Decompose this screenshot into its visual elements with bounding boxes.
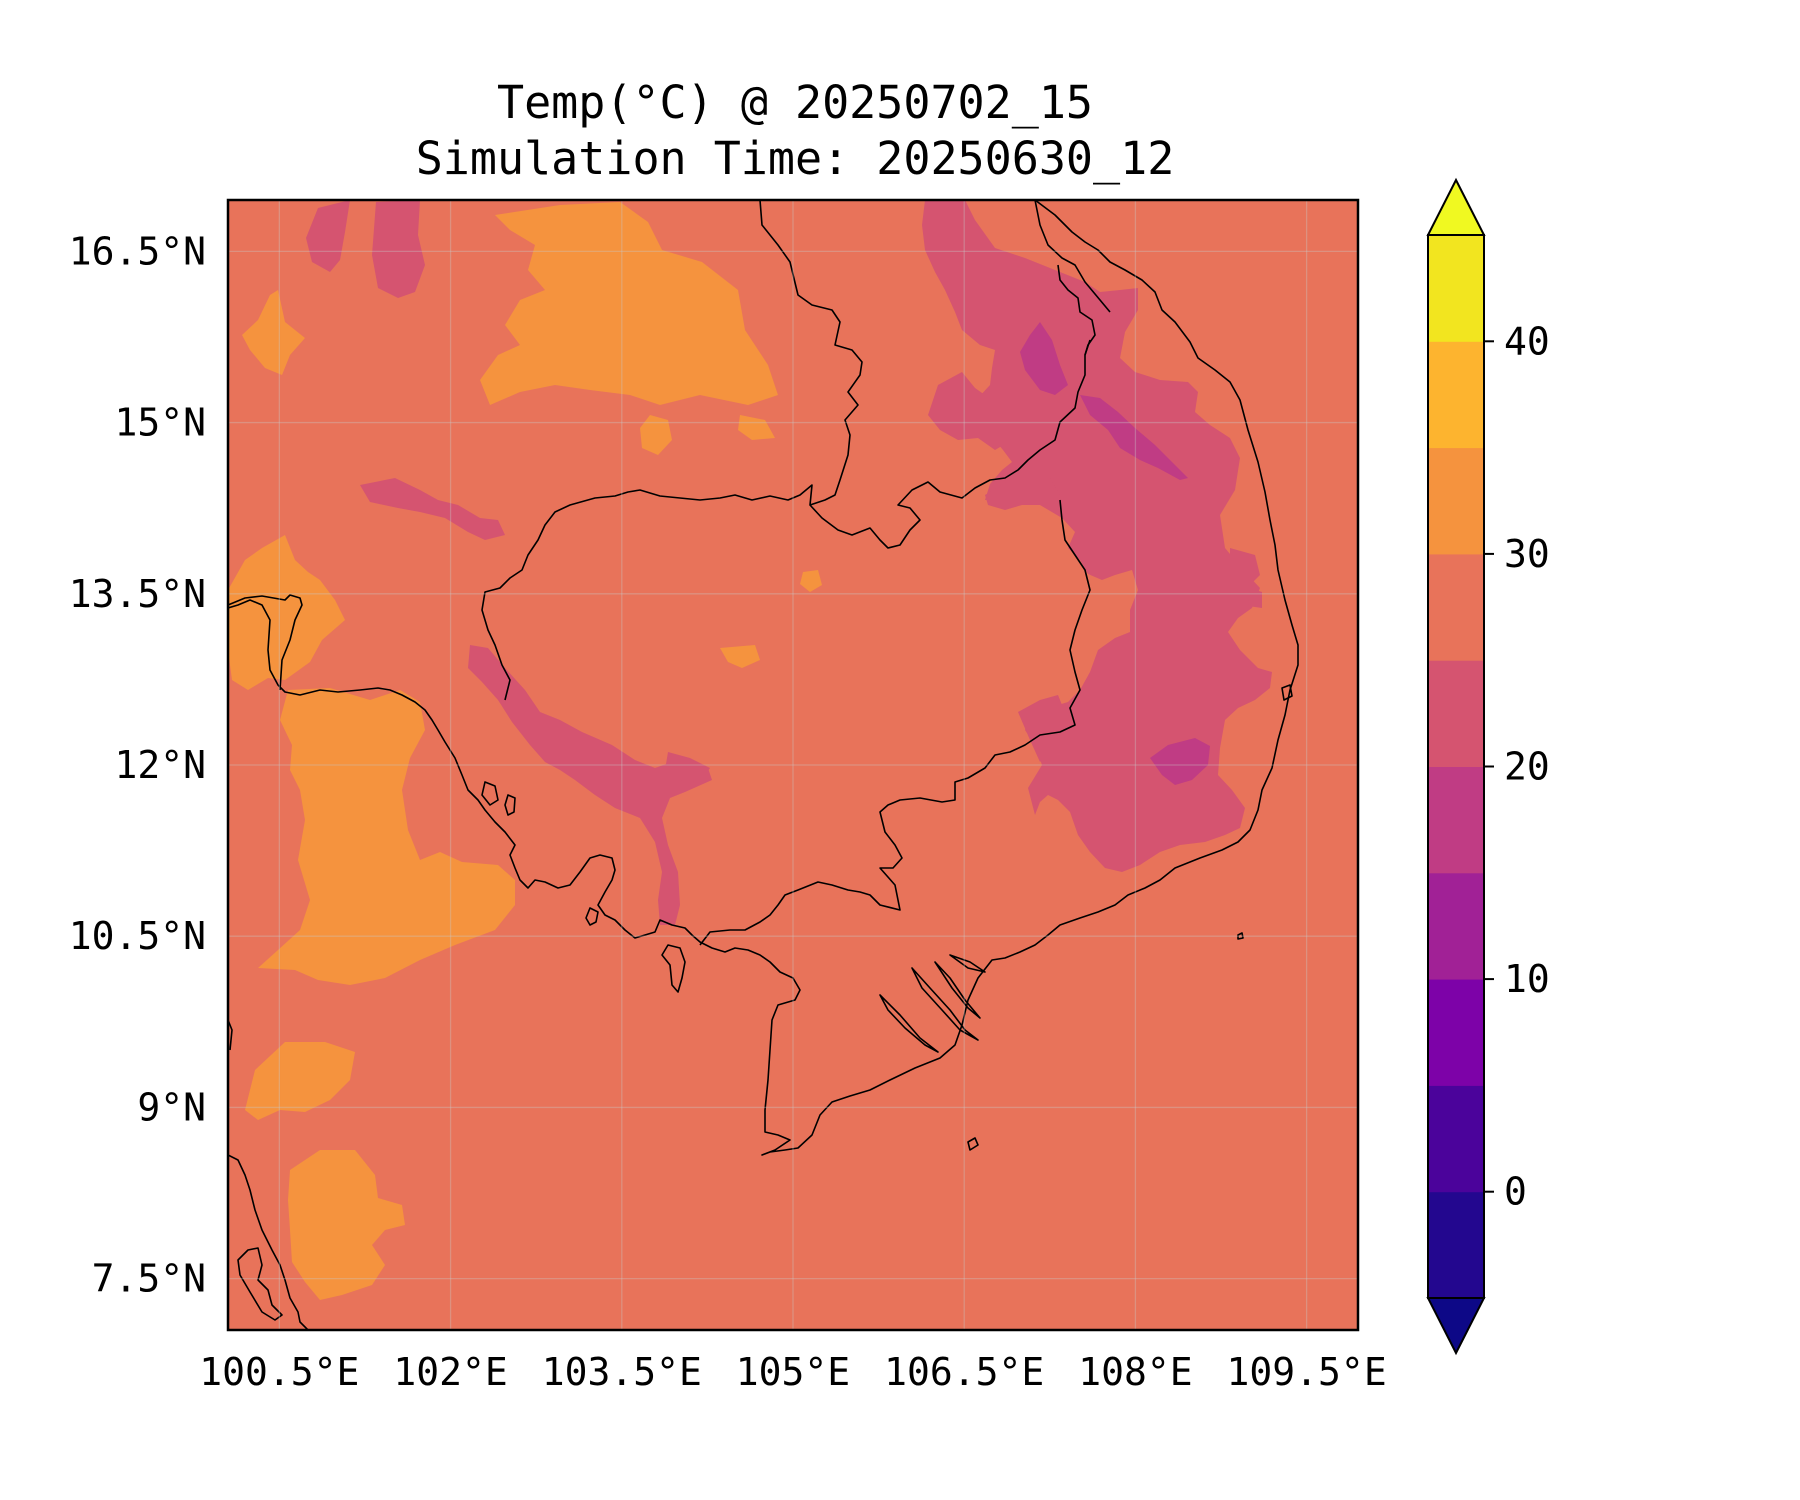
- contour-warm-west-coast: [228, 535, 345, 690]
- contour-warm-patch: [288, 1150, 405, 1300]
- latitude-tick-label: 15°N: [114, 401, 206, 445]
- colorbar-tick-label: 0: [1504, 1170, 1527, 1214]
- coastline: [228, 1019, 233, 1051]
- longitude-tick-label: 105°E: [736, 1350, 850, 1394]
- country-border: [809, 339, 1091, 549]
- contour-cool-northwest: [306, 200, 350, 272]
- contour-warm-northeast-thailand: [480, 202, 778, 405]
- temperature-contours: [228, 200, 1272, 1300]
- coast-island: [237, 1247, 283, 1321]
- map-subtitle: Simulation Time: 20250630_12: [415, 132, 1175, 185]
- longitude-tick-label: 109.5°E: [1227, 1350, 1387, 1394]
- colorbar-extend-min: [1426, 1297, 1486, 1356]
- longitude-axis: 100.5°E 102°E 103.5°E 105°E 106.5°E 108°E 109.…: [199, 1350, 1386, 1394]
- contour-cool-cardamom: [468, 645, 712, 925]
- colorbar-tick-label: 20: [1504, 745, 1550, 789]
- colorbar-tick-label: 30: [1504, 532, 1550, 576]
- latitude-tick-label: 12°N: [114, 743, 206, 787]
- map-panel: [226, 198, 1360, 1332]
- mekong-delta-channel: [949, 954, 986, 973]
- contour-warm-gulf-of-thailand: [258, 688, 515, 985]
- contour-cool-patch: [1248, 588, 1262, 608]
- colorbar-segment: [1428, 235, 1484, 342]
- coast-island: [1281, 684, 1293, 701]
- longitude-tick-label: 100.5°E: [199, 1350, 359, 1394]
- colorbar-segment: [1428, 872, 1484, 980]
- coast-island: [1237, 932, 1244, 940]
- coast-island: [967, 1137, 979, 1151]
- coast-island: [585, 907, 599, 926]
- contour-cool-central-highlands: [922, 200, 1272, 872]
- colorbar-extend-max: [1426, 177, 1486, 236]
- mekong-delta-channel: [934, 961, 981, 1019]
- coast-island: [661, 944, 686, 993]
- coast-island: [504, 794, 516, 816]
- map-frame: [226, 198, 1360, 1332]
- longitude-tick-label: 106.5°E: [884, 1350, 1044, 1394]
- mekong-delta-channel: [879, 994, 939, 1053]
- coastlines-borders: [228, 200, 1299, 1330]
- mekong-delta-channel: [911, 967, 979, 1041]
- longitude-tick-label: 108°E: [1078, 1350, 1192, 1394]
- contour-cool-northwest: [372, 200, 425, 298]
- contour-coldest-vietnam-highlands: [1080, 395, 1188, 480]
- contour-cool-west-central-highlands: [928, 372, 1012, 450]
- contour-cool-patch: [665, 752, 710, 782]
- colorbar-segment: [1428, 1085, 1484, 1193]
- country-border: [481, 200, 863, 701]
- country-border: [1034, 200, 1111, 313]
- contour-warm-patch: [720, 645, 760, 668]
- country-border: [1057, 264, 1096, 356]
- latitude-tick-label: 13.5°N: [69, 572, 206, 616]
- map-title: Temp(°C) @ 20250702_15: [496, 76, 1094, 129]
- colorbar-segment: [1428, 766, 1484, 874]
- colorbar-segment: [1428, 1191, 1484, 1299]
- contour-cool-patch: [1230, 548, 1260, 590]
- coastline: [228, 1154, 309, 1330]
- colorbar-segment: [1428, 660, 1484, 767]
- colorbar-segment: [1428, 341, 1484, 449]
- contour-cool-east-cambodia: [1018, 695, 1068, 762]
- latitude-tick-label: 7.5°N: [92, 1257, 206, 1301]
- colorbar-segment: [1428, 553, 1484, 661]
- contour-coldest-laos-highlands: [1020, 322, 1068, 395]
- colorbar-tick-label: 40: [1504, 319, 1550, 363]
- contour-warm-patch: [738, 415, 775, 440]
- contour-warm-patch: [640, 415, 672, 455]
- contour-coldest-dalat: [1150, 738, 1210, 785]
- map-gridlines: [228, 200, 1358, 1330]
- contour-warm-patch: [800, 570, 822, 592]
- colorbar-segment: [1428, 979, 1484, 1086]
- contour-cool-tonle-sap-west: [360, 478, 505, 540]
- latitude-tick-label: 16.5°N: [69, 229, 206, 273]
- longitude-tick-label: 103.5°E: [542, 1350, 702, 1394]
- contour-warm-patch: [242, 290, 305, 375]
- contour-cool-laos-south: [985, 470, 1060, 510]
- colorbar-segment: [1428, 447, 1484, 555]
- coast-island: [481, 781, 499, 806]
- colorbar: 0 10 20 30 40: [1426, 177, 1550, 1356]
- longitude-tick-label: 102°E: [393, 1350, 507, 1394]
- contour-warm-patch: [245, 1042, 355, 1120]
- colorbar-tick-label: 10: [1504, 957, 1550, 1001]
- latitude-tick-label: 10.5°N: [69, 914, 206, 958]
- latitude-axis: 7.5°N 9°N 10.5°N 12°N 13.5°N 15°N 16.5°N: [69, 229, 206, 1300]
- country-border: [228, 594, 303, 691]
- coastline: [228, 200, 1299, 1156]
- latitude-tick-label: 9°N: [137, 1085, 206, 1129]
- country-border: [699, 499, 1091, 946]
